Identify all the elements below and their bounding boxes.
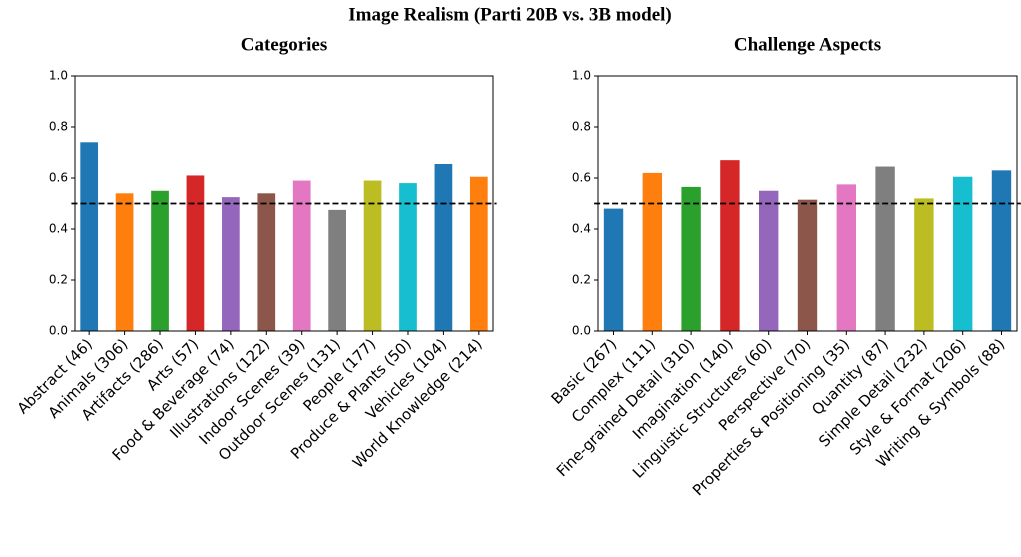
chart-title: Challenge Aspects <box>734 34 881 55</box>
y-tick-label: 0.8 <box>572 120 591 134</box>
bar <box>836 184 856 331</box>
axes-frame <box>74 75 494 332</box>
bar <box>257 193 276 331</box>
y-tick-label: 0.6 <box>572 171 591 185</box>
bar <box>720 160 740 331</box>
bar <box>991 170 1012 331</box>
figure-title: Image Realism (Parti 20B vs. 3B model) <box>348 4 671 25</box>
bar <box>186 175 205 331</box>
bar <box>914 198 934 331</box>
bar <box>80 142 99 331</box>
bar <box>642 172 663 331</box>
y-tick-label: 0.4 <box>49 222 68 236</box>
y-tick-label: 1.0 <box>49 69 68 83</box>
y-tick-label: 0.0 <box>49 324 68 338</box>
bar <box>328 209 346 331</box>
chart-title: Categories <box>241 34 328 55</box>
bar <box>469 176 488 331</box>
bar <box>222 197 240 331</box>
bar <box>952 176 973 331</box>
axes-frame <box>597 75 1018 332</box>
y-tick-label: 0.8 <box>49 120 68 134</box>
bar <box>115 193 134 331</box>
bar <box>875 166 895 331</box>
bar <box>151 190 169 331</box>
bar <box>681 186 701 331</box>
bar <box>363 180 382 331</box>
y-tick-label: 0.6 <box>49 171 68 185</box>
bar <box>399 183 417 331</box>
y-tick-label: 0.0 <box>572 324 591 338</box>
bar <box>292 180 311 331</box>
bar <box>434 163 453 331</box>
y-tick-label: 0.4 <box>572 222 591 236</box>
bar <box>759 190 779 331</box>
y-tick-label: 0.2 <box>49 273 68 287</box>
bar <box>603 208 624 331</box>
y-tick-label: 1.0 <box>572 69 591 83</box>
y-tick-label: 0.2 <box>572 273 591 287</box>
bar <box>797 199 818 331</box>
